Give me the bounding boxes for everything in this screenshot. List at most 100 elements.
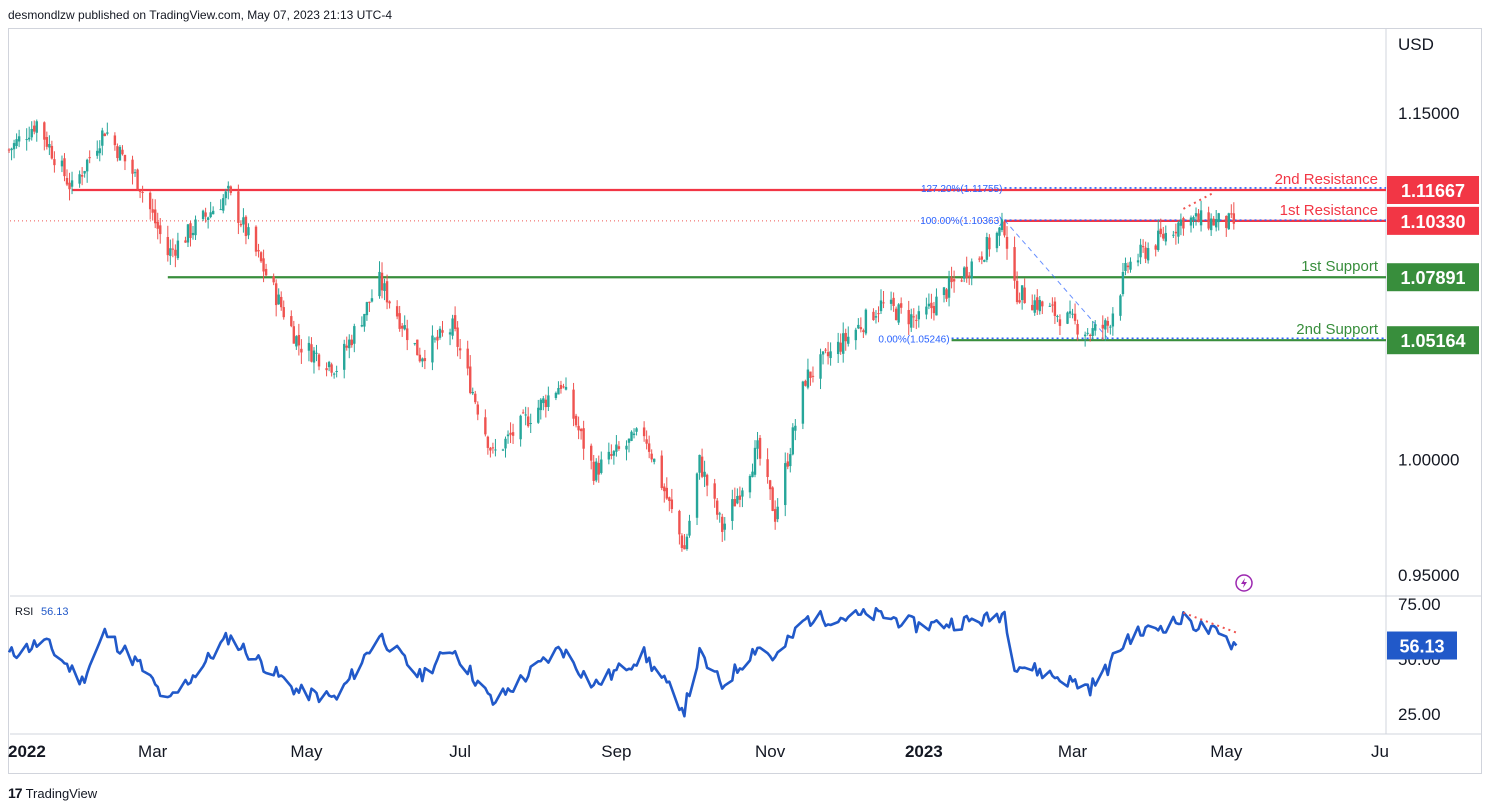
candle-body <box>809 371 812 378</box>
candle-body <box>703 471 706 477</box>
candle-body <box>688 520 691 536</box>
candle-body <box>370 298 374 302</box>
candle-body <box>169 248 172 256</box>
candle-body <box>678 510 681 535</box>
candle-body <box>927 303 931 307</box>
candle-body <box>1018 300 1021 303</box>
candle-body <box>1076 323 1079 335</box>
candle-body <box>65 177 69 185</box>
candle-body <box>511 432 515 436</box>
candle-body <box>458 348 462 351</box>
candle-body <box>1209 218 1213 231</box>
candle-body <box>35 121 38 133</box>
candle-body <box>239 223 243 226</box>
candle-body <box>1033 300 1036 313</box>
candle-body <box>524 414 527 416</box>
candle-body <box>932 306 936 314</box>
candlestick-series <box>7 119 1236 552</box>
candle-body <box>1048 305 1052 307</box>
candle-body <box>1088 334 1092 336</box>
candle-body <box>436 336 439 341</box>
candle-body <box>1225 215 1228 228</box>
level-price: 1.05164 <box>1400 331 1465 351</box>
candle-body <box>1041 301 1044 307</box>
candle-body <box>632 433 636 436</box>
candle-body <box>222 198 225 211</box>
candle-body <box>166 237 170 256</box>
candle-body <box>1164 232 1167 242</box>
candle-body <box>154 209 157 224</box>
candle-body <box>950 277 953 283</box>
candle-body <box>617 446 621 449</box>
key-levels <box>10 188 1386 342</box>
rsi-title: RSI <box>15 606 33 618</box>
candle-body <box>859 327 863 330</box>
candle-body <box>438 328 442 338</box>
candle-body <box>292 326 296 344</box>
candle-body <box>751 471 754 478</box>
level-price-tag <box>1387 326 1479 355</box>
candle-body <box>529 423 532 425</box>
divergence-line-price <box>1182 191 1215 210</box>
candle-body <box>537 407 540 423</box>
candle-body <box>700 456 704 477</box>
candle-body <box>1038 299 1041 312</box>
candle-body <box>176 240 180 259</box>
candle-body <box>874 316 878 318</box>
candle-body <box>716 500 719 515</box>
price-tick-label: 1.15000 <box>1398 104 1459 123</box>
candle-body <box>116 146 119 159</box>
candle-body <box>400 325 404 329</box>
candle-body <box>28 137 31 140</box>
candle-body <box>360 325 364 327</box>
candle-body <box>826 352 830 357</box>
level-price-tag <box>1387 175 1479 204</box>
level-name: 2nd Resistance <box>1275 171 1378 188</box>
candle-body <box>998 227 1001 236</box>
tradingview-brand: TradingView <box>25 785 98 801</box>
candle-body <box>589 445 593 461</box>
level-name: 2nd Support <box>1296 321 1379 338</box>
candle-body <box>448 332 452 335</box>
price-tick-label: 0.95000 <box>1398 566 1459 585</box>
candle-body <box>610 454 613 456</box>
time-tick-label: May <box>290 742 323 761</box>
candle-body <box>935 296 938 316</box>
candle-body <box>758 437 762 459</box>
candle-body <box>7 149 11 151</box>
candle-body <box>136 169 139 190</box>
candle-body <box>1136 260 1140 263</box>
candle-body <box>242 217 245 225</box>
candle-body <box>925 306 928 315</box>
candle-body <box>118 146 122 161</box>
level-price: 1.07891 <box>1400 268 1465 288</box>
candle-body <box>83 170 86 174</box>
candle-body <box>80 174 84 177</box>
time-axis: 2022 Mar May Jul Sep Nov 2023 Mar May Ju <box>8 742 1389 761</box>
time-tick-label: May <box>1210 742 1243 761</box>
level-name: 1st Support <box>1301 258 1379 275</box>
candle-body <box>753 447 757 475</box>
candle-body <box>899 303 903 308</box>
candle-body <box>388 301 391 304</box>
candle-body <box>607 451 611 460</box>
candle-body <box>1111 313 1115 327</box>
candle-body <box>413 343 416 345</box>
time-tick-label: Sep <box>601 742 631 761</box>
candle-body <box>600 459 603 473</box>
candle-body <box>368 301 371 303</box>
candle-body <box>1036 297 1039 310</box>
candle-body <box>88 157 91 159</box>
candle-body <box>668 497 671 502</box>
level-price: 1.10330 <box>1400 212 1465 232</box>
price-tick-label: 1.00000 <box>1398 451 1459 470</box>
candle-body <box>272 276 275 283</box>
level-name: 1st Resistance <box>1280 202 1378 219</box>
candle-body <box>378 271 381 297</box>
candle-body <box>733 499 737 507</box>
candle-body <box>748 476 752 493</box>
candle-body <box>1066 312 1069 324</box>
candle-body <box>1053 301 1057 316</box>
candle-body <box>486 436 490 448</box>
